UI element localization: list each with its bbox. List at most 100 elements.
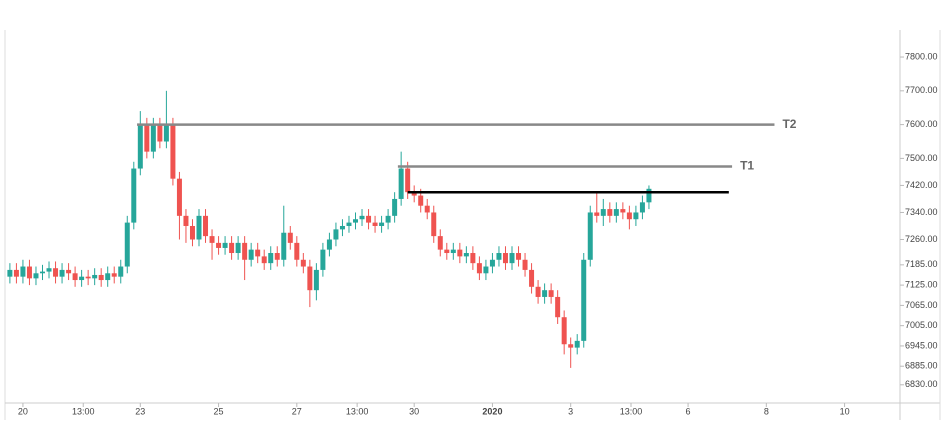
candle-body <box>326 239 332 250</box>
x-tick-label: 23 <box>135 406 145 416</box>
candle-body <box>274 253 280 260</box>
x-tick-label: 13:00 <box>346 406 369 416</box>
candle-body <box>144 124 150 152</box>
candle-body <box>489 259 495 267</box>
y-tick-label: 7420.00 <box>905 180 938 190</box>
level-label: T1 <box>740 159 754 173</box>
candle-body <box>20 266 26 277</box>
candle-body <box>587 212 593 260</box>
candle-body <box>66 269 72 274</box>
candle-body <box>13 269 19 277</box>
y-tick-label: 6945.00 <box>905 340 938 350</box>
candle-body <box>59 269 65 277</box>
candle-body <box>568 344 574 348</box>
candle-body <box>111 273 117 277</box>
candle-body <box>392 198 398 216</box>
candle-body <box>398 168 404 199</box>
candle-body <box>424 205 430 213</box>
candle-body <box>216 242 222 248</box>
candle-body <box>437 236 443 250</box>
candle-body <box>150 124 156 152</box>
candle-body <box>633 212 639 220</box>
x-tick-label: 6 <box>686 406 691 416</box>
candle-body <box>444 249 450 254</box>
candle-body <box>242 242 248 260</box>
candle-body <box>46 268 52 272</box>
candle-body <box>405 168 411 193</box>
x-tick-label: 27 <box>292 406 302 416</box>
candle-body <box>594 212 600 216</box>
candle-body <box>137 124 143 169</box>
candle-body <box>366 215 372 223</box>
candle-body <box>157 124 163 142</box>
x-tick-label: 2020 <box>482 406 502 416</box>
y-tick-label: 7185.00 <box>905 259 938 269</box>
candle-body <box>261 256 267 264</box>
candle-body <box>450 249 456 254</box>
candle-body <box>600 209 606 216</box>
candle-body <box>574 340 580 348</box>
y-tick-label: 7125.00 <box>905 279 938 289</box>
candle-body <box>203 215 209 237</box>
y-tick-label: 6830.00 <box>905 379 938 389</box>
candle-body <box>561 317 567 345</box>
y-tick-label: 7340.00 <box>905 207 938 217</box>
candle-body <box>313 269 319 291</box>
y-tick-label: 7005.00 <box>905 320 938 330</box>
candle-body <box>457 249 463 257</box>
candle-body <box>639 202 645 213</box>
candle-body <box>85 276 91 279</box>
candle-body <box>346 222 352 226</box>
candle-body <box>287 232 293 243</box>
candle-body <box>385 215 391 223</box>
candle-body <box>555 296 561 318</box>
candle-body <box>353 219 359 223</box>
y-tick-label: 7065.00 <box>905 300 938 310</box>
candle-body <box>189 225 195 240</box>
x-tick-label: 13:00 <box>620 406 643 416</box>
candle-body <box>431 212 437 237</box>
candle-body <box>53 268 59 277</box>
candle-body <box>209 236 215 243</box>
candle-body <box>522 259 528 270</box>
candle-body <box>196 215 202 240</box>
candle-body <box>626 212 632 220</box>
candle-body <box>118 266 124 277</box>
candle-body <box>476 263 482 274</box>
candle-body <box>529 269 535 287</box>
x-tick-label: 13:00 <box>72 406 95 416</box>
y-tick-label: 7260.00 <box>905 234 938 244</box>
candle-body <box>411 192 417 196</box>
candle-body <box>72 273 78 281</box>
candle-body <box>33 273 39 279</box>
candle-body <box>548 290 554 297</box>
candle-body <box>26 266 32 279</box>
candle-body <box>470 253 476 264</box>
candle-body <box>607 209 613 216</box>
candle-body <box>502 253 508 264</box>
candle-body <box>359 215 365 220</box>
candle-body <box>581 259 587 341</box>
x-tick-label: 20 <box>18 406 28 416</box>
candle-body <box>183 215 189 226</box>
candle-body <box>124 222 130 267</box>
candle-body <box>176 178 182 216</box>
candle-body <box>496 253 502 260</box>
candle-body <box>320 249 326 270</box>
candle-body <box>131 168 137 223</box>
x-tick-label: 3 <box>568 406 573 416</box>
candle-body <box>379 222 385 226</box>
level-label: T2 <box>782 117 796 131</box>
candle-body <box>646 188 652 203</box>
candle-body <box>509 253 515 264</box>
candle-body <box>92 274 98 279</box>
y-tick-label: 7700.00 <box>905 85 938 95</box>
x-tick-label: 10 <box>840 406 850 416</box>
candle-body <box>105 273 111 281</box>
candle-body <box>281 232 287 260</box>
candle-body <box>300 259 306 267</box>
candle-body <box>163 124 169 142</box>
y-tick-label: 7500.00 <box>905 153 938 163</box>
candle-body <box>170 124 176 179</box>
